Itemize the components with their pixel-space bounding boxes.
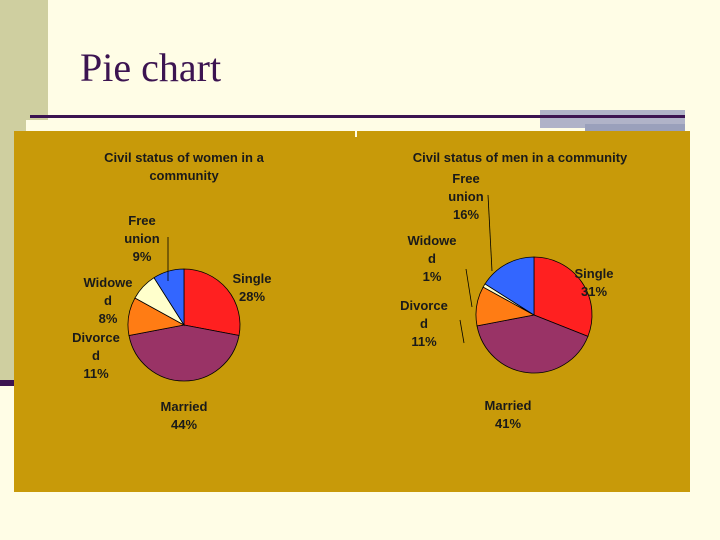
- slice-label: 1%: [423, 269, 442, 284]
- slice-label: Single: [574, 266, 613, 281]
- slice-label: Widowe: [408, 233, 457, 248]
- pie-slice: [183, 268, 241, 336]
- pie-slice: [533, 256, 593, 337]
- pie-chart-1: Civil status of women in a community Singl…: [72, 150, 271, 432]
- slice-label: d: [104, 293, 112, 308]
- corner-decoration-inner: [585, 124, 685, 132]
- slice-label: union: [448, 189, 483, 204]
- label-leader-line: [465, 268, 473, 308]
- slice-label: 9%: [133, 249, 152, 264]
- slice-label: d: [92, 348, 100, 363]
- chart-title: Civil status of men in a community: [413, 150, 628, 165]
- slice-label: Single: [232, 271, 271, 286]
- slice-label: 11%: [411, 334, 437, 349]
- slice-label: Free: [452, 171, 479, 186]
- title-underline: [30, 115, 685, 118]
- slice-label: Free: [128, 213, 155, 228]
- panel-divider: [355, 131, 357, 137]
- chart-title: Civil status of women in a: [104, 150, 264, 165]
- slice-label: Divorce: [72, 330, 120, 345]
- slice-label: 11%: [83, 366, 109, 381]
- chart-title: community: [149, 168, 219, 183]
- label-leader-line: [487, 194, 493, 272]
- pie-charts: Civil status of women in a community Singl…: [72, 150, 628, 432]
- slice-label: Widowe: [84, 275, 133, 290]
- pie-slice: [476, 314, 589, 374]
- slice-label: union: [124, 231, 159, 246]
- pie-chart-2: Civil status of men in a community Single…: [400, 150, 628, 431]
- slice-label: 8%: [99, 311, 118, 326]
- slice-label: Married: [485, 398, 532, 413]
- slice-label: 44%: [171, 417, 197, 432]
- slice-label: d: [428, 251, 436, 266]
- slice-label: d: [420, 316, 428, 331]
- label-leader-line: [459, 319, 465, 344]
- pie-slice: [128, 324, 240, 382]
- slice-label: 16%: [453, 207, 479, 222]
- slice-label: 31%: [581, 284, 607, 299]
- slice-label: 28%: [239, 289, 265, 304]
- pie-slice: [484, 256, 535, 316]
- corner-decoration: [540, 110, 685, 128]
- slide-title: Pie chart: [80, 45, 222, 90]
- side-accent: [0, 380, 14, 386]
- slice-label: Divorce: [400, 298, 448, 313]
- side-stripe: [0, 0, 48, 120]
- slice-label: 41%: [495, 416, 521, 431]
- slice-label: Married: [161, 399, 208, 414]
